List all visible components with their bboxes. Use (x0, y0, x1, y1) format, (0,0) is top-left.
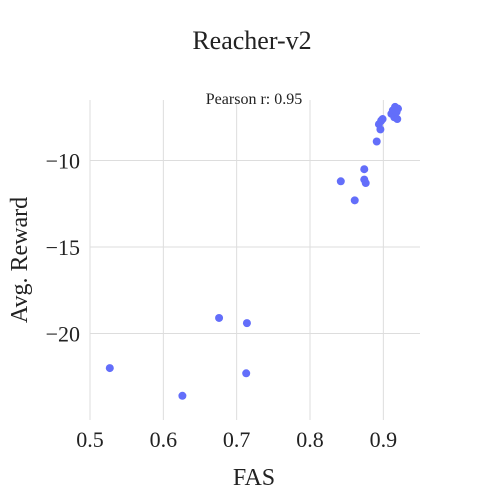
y-tick-label: −20 (46, 322, 80, 347)
y-tick-labels: −10 −15 −20 (46, 149, 80, 347)
x-tick-labels: 0.5 0.6 0.7 0.8 0.9 (76, 427, 397, 452)
x-tick-label: 0.6 (150, 427, 178, 452)
x-tick-label: 0.5 (76, 427, 104, 452)
data-point (105, 364, 114, 373)
grid (89, 100, 420, 420)
data-point (376, 125, 385, 134)
data-point (350, 196, 359, 205)
data-point (372, 137, 381, 146)
y-axis-label: Avg. Reward (7, 197, 33, 323)
y-tick-label: −15 (46, 235, 80, 260)
data-point (360, 165, 369, 174)
data-point (378, 115, 387, 124)
data-point (242, 319, 251, 328)
data-point (394, 104, 402, 113)
data-point (215, 313, 224, 322)
x-tick-label: 0.9 (370, 427, 398, 452)
y-tick-label: −10 (46, 149, 80, 174)
chart-title: Reacher-v2 (192, 26, 311, 55)
pearson-annotation: Pearson r: 0.95 (206, 91, 302, 108)
data-point (178, 391, 187, 400)
x-tick-label: 0.8 (296, 427, 324, 452)
data-point (336, 177, 345, 186)
x-axis-label: FAS (233, 465, 275, 491)
data-point (242, 369, 251, 378)
data-point (393, 115, 402, 124)
data-points (105, 102, 402, 400)
data-point (361, 179, 370, 188)
x-tick-label: 0.7 (223, 427, 251, 452)
